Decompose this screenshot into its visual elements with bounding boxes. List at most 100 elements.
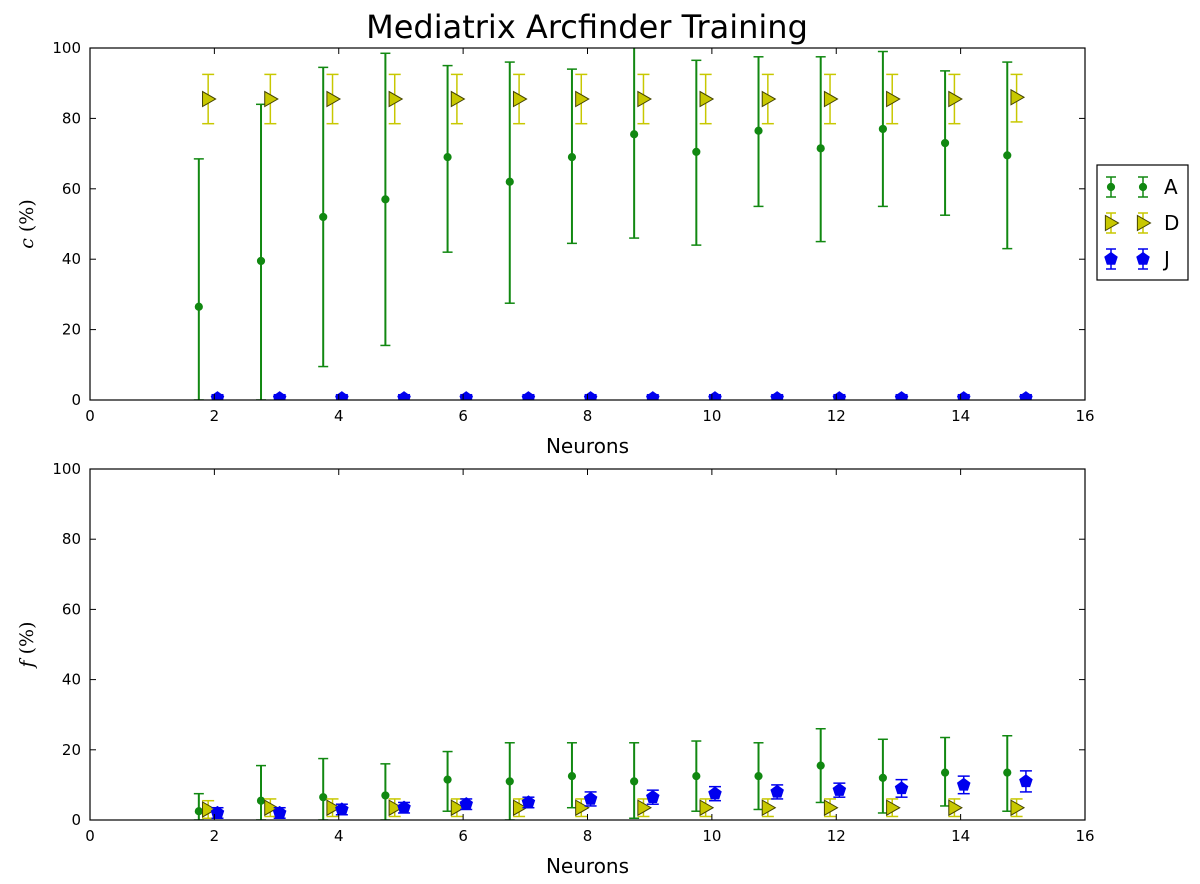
bottom-point-D [699,799,715,817]
legend-entry-D: D [1104,211,1179,235]
top-point-A [754,126,763,135]
bottom-point-A [1003,768,1012,777]
bottom-point-D [202,801,217,818]
top-point-A [567,153,577,162]
top-point-A [878,124,887,134]
legend-marker-D [1136,214,1152,232]
top-point-J [210,391,225,400]
top-point-A [443,153,452,162]
bottom-point-A [940,768,950,777]
top-point-J [521,391,536,400]
top-xtick-label: 4 [334,407,344,425]
bottom-plot-marks [193,727,1033,820]
bottom-point-D [948,799,963,817]
top-point-D [699,90,715,108]
bottom-panel: 0 2 4 6 8 10 12 14 16 0 20 40 60 80 100 Neurons f (%) [16,460,1095,878]
bottom-point-D [326,799,342,817]
bottom-point-J [770,784,784,798]
top-point-J [832,391,847,400]
bottom-point-J [397,800,411,814]
bottom-ytick-label: 60 [62,600,81,618]
bottom-point-D [388,799,404,817]
top-point-A [381,195,390,204]
legend-marker-D [1104,214,1120,232]
chart-title: Mediatrix Arcfinder Training [366,8,808,46]
top-xtick-label: 0 [85,407,95,425]
bottom-point-D [886,799,901,817]
top-y-axis-symbol: c [16,238,38,249]
top-point-D [388,90,404,108]
bottom-point-D [575,799,590,817]
legend-label-J: J [1162,247,1170,271]
top-point-D [1010,88,1026,106]
bottom-point-A [256,796,266,805]
top-point-A [319,212,328,222]
top-point-A [940,138,950,148]
bottom-point-J [583,791,598,805]
top-point-D [761,90,777,108]
bottom-point-D [1010,799,1026,817]
bottom-y-axis-label: f (%) [16,622,38,670]
top-point-J [397,391,411,400]
bottom-xtick-label: 0 [85,827,95,845]
legend-marker-J [1104,251,1118,265]
top-point-J [770,391,784,400]
bottom-xtick-label: 12 [827,827,846,845]
top-point-A [194,302,203,311]
top-point-A [256,256,266,266]
top-point-J [894,391,909,400]
bottom-ytick-label: 40 [62,671,81,689]
bottom-xtick-label: 10 [702,827,721,845]
bottom-point-J [708,786,722,800]
bottom-y-axis-unit: (%) [16,622,38,661]
legend-entry-J: J [1104,247,1170,271]
top-xtick-label: 10 [702,407,721,425]
top-point-D [202,90,217,108]
bottom-point-J [521,795,536,809]
bottom-point-J [1019,774,1033,788]
legend-marker-A [1138,182,1148,192]
bottom-axes-frame [89,468,1086,821]
top-point-D [264,90,279,108]
bottom-point-A [754,772,763,781]
top-xtick-label: 6 [458,407,468,425]
bottom-y-axis-symbol: f [16,657,38,669]
bottom-point-A [816,761,825,770]
bottom-ytick-label: 100 [52,460,81,478]
top-xtick-label: 2 [210,407,220,425]
top-point-J [335,391,349,400]
bottom-xtick-label: 6 [458,827,468,845]
top-point-D [637,90,652,108]
bottom-point-J [335,802,349,816]
bottom-point-D [264,799,279,817]
bottom-point-A [194,807,203,816]
legend-entry-A: A [1106,175,1178,199]
legend-marker-J [1136,251,1150,265]
bottom-xtick-label: 16 [1075,827,1094,845]
top-point-A [1003,151,1012,160]
top-point-D [948,90,963,108]
top-point-J [956,391,971,400]
bottom-axis-ticks: 0 2 4 6 8 10 12 14 16 0 20 40 60 80 100 [52,460,1094,845]
legend-label-A: A [1164,175,1178,199]
top-point-J [708,391,722,400]
bottom-ytick-label: 20 [62,741,81,759]
top-point-J [646,391,660,400]
bottom-point-A [319,793,328,802]
top-ytick-label: 0 [71,391,81,409]
bottom-point-A [381,791,390,800]
top-point-D [512,90,528,108]
top-axes-frame [89,47,1086,401]
top-axis-ticks: 0 2 4 6 8 10 12 14 16 0 20 40 60 80 100 [52,39,1094,425]
top-ytick-label: 100 [52,39,81,57]
bottom-xtick-label: 4 [334,827,344,845]
top-ytick-label: 60 [62,180,81,198]
top-xtick-label: 14 [951,407,970,425]
bottom-x-axis-label: Neurons [546,854,629,878]
bottom-point-J [832,783,847,796]
bottom-point-D [450,799,466,817]
top-point-J [272,391,287,400]
bottom-point-A [878,773,887,782]
legend-marker-A [1106,182,1116,192]
bottom-point-A [630,777,639,786]
